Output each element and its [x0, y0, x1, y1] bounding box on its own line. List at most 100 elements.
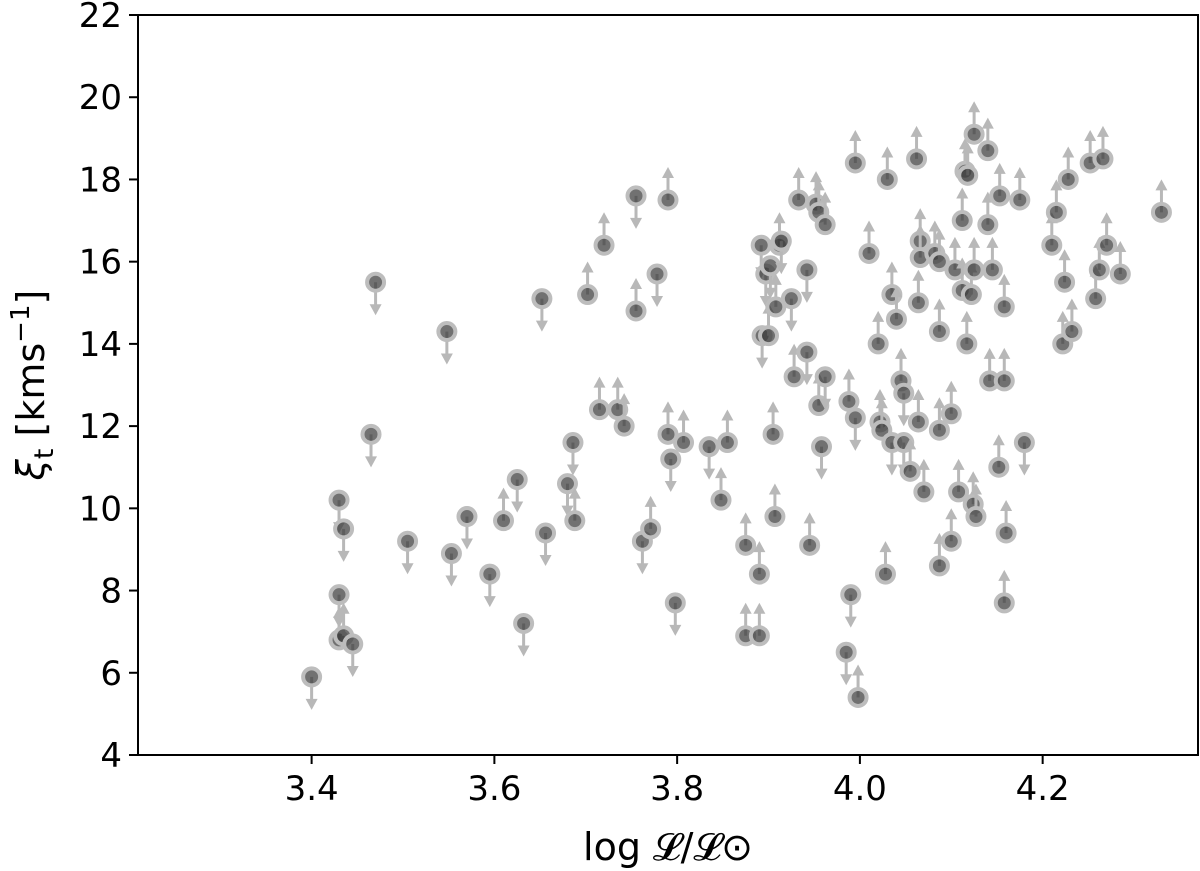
upper-limit-arrow-head — [960, 310, 973, 322]
data-point — [858, 220, 880, 264]
lower-limit-arrow-head — [305, 698, 318, 710]
data-point-marker — [506, 469, 528, 491]
data-point — [1079, 130, 1101, 174]
data-point — [397, 530, 419, 575]
data-point — [1150, 179, 1172, 223]
data-point-marker — [963, 259, 985, 281]
data-point-marker — [759, 255, 781, 277]
data-point — [748, 541, 770, 585]
data-point-marker — [893, 382, 915, 404]
data-point — [844, 407, 866, 451]
data-point-marker — [1150, 201, 1172, 223]
data-point-marker — [735, 534, 757, 556]
data-point-marker — [764, 506, 786, 528]
data-point-marker — [780, 288, 802, 310]
data-point — [479, 563, 501, 608]
data-point — [440, 543, 462, 587]
data-point-marker — [513, 612, 535, 634]
data-point-marker — [928, 321, 950, 343]
lower-limit-arrow-head — [440, 353, 453, 365]
data-point-marker — [796, 259, 818, 281]
lower-limit-arrow-head — [800, 374, 813, 386]
data-point-marker — [1045, 201, 1067, 223]
data-point-marker — [716, 432, 738, 454]
data-point-marker — [838, 390, 860, 412]
data-point — [814, 366, 836, 410]
lower-limit-arrow-head — [669, 624, 682, 636]
data-point-marker — [1054, 271, 1076, 293]
data-point-marker — [796, 341, 818, 363]
data-point — [867, 310, 889, 355]
data-point — [814, 191, 836, 236]
data-point-marker — [765, 296, 787, 318]
lower-limit-arrow-head — [561, 505, 574, 517]
data-point — [981, 236, 1003, 281]
data-point-marker — [748, 563, 770, 585]
upper-limit-arrow-head — [969, 483, 982, 495]
upper-limit-arrow-head — [1100, 212, 1113, 224]
upper-limit-arrow-head — [662, 401, 674, 413]
data-point-marker — [1061, 321, 1083, 343]
data-point-marker — [1041, 234, 1063, 256]
y-axis-label-close: ] — [9, 290, 53, 305]
data-point-marker — [811, 436, 833, 458]
lower-limit-arrow-head — [445, 575, 458, 587]
data-point-marker — [1057, 168, 1079, 190]
lower-limit-arrow-head — [651, 296, 664, 307]
upper-limit-arrow-head — [1058, 249, 1071, 261]
upper-limit-arrow-head — [1013, 167, 1026, 178]
upper-limit-arrow-head — [1155, 179, 1168, 191]
upper-limit-arrow-head — [773, 212, 786, 224]
data-point — [977, 191, 999, 236]
upper-limit-arrow-head — [914, 208, 927, 220]
data-point — [564, 487, 586, 532]
data-point-marker — [360, 423, 382, 445]
upper-limit-arrow-head — [842, 368, 855, 380]
data-point — [957, 142, 979, 186]
data-point — [360, 423, 382, 468]
upper-limit-arrow-head — [593, 376, 606, 388]
data-point-marker — [479, 563, 501, 585]
data-point-marker — [657, 423, 679, 445]
upper-limit-arrow-head — [1096, 125, 1109, 137]
data-point-marker — [840, 584, 862, 606]
lower-limit-arrow-head — [844, 616, 857, 628]
data-point-marker — [928, 419, 950, 441]
data-point — [965, 483, 987, 528]
upper-limit-arrow-head — [945, 380, 958, 392]
y-tick-label: 16 — [79, 243, 122, 283]
data-point-marker — [1109, 263, 1131, 285]
data-point-marker — [1096, 234, 1118, 256]
upper-limit-arrow-head — [792, 167, 805, 178]
upper-limit-arrow-head — [598, 212, 611, 224]
data-point — [660, 448, 682, 492]
lower-limit-arrow-head — [636, 563, 649, 575]
data-point-marker — [748, 625, 770, 647]
data-point — [1009, 167, 1031, 211]
upper-limit-arrow-head — [945, 508, 958, 520]
lower-limit-arrow-head — [897, 415, 910, 427]
data-point — [963, 101, 985, 145]
lower-limit-arrow-head — [800, 291, 813, 303]
data-point-marker — [1013, 432, 1035, 454]
x-axis-label: log 𝓛/𝓛⊙ — [583, 825, 753, 869]
x-tick-label: 3.8 — [650, 769, 704, 809]
upper-limit-arrow-head — [753, 602, 766, 614]
data-point-marker — [993, 370, 1015, 392]
data-point-marker — [436, 321, 458, 343]
data-point — [899, 438, 921, 482]
lower-limit-arrow-head — [460, 538, 473, 550]
data-point-marker — [660, 448, 682, 470]
data-point-marker — [456, 506, 478, 528]
data-point — [657, 401, 679, 445]
data-point-marker — [960, 284, 982, 306]
lower-limit-arrow-head — [840, 674, 853, 686]
upper-limit-arrow-head — [952, 458, 965, 470]
lower-limit-arrow-head — [337, 550, 350, 562]
data-point — [531, 288, 553, 332]
y-tick-label: 10 — [79, 489, 122, 529]
upper-limit-arrow-head — [998, 569, 1011, 581]
data-point-marker — [988, 456, 1010, 478]
data-point-marker — [907, 292, 929, 314]
data-point — [928, 298, 950, 343]
